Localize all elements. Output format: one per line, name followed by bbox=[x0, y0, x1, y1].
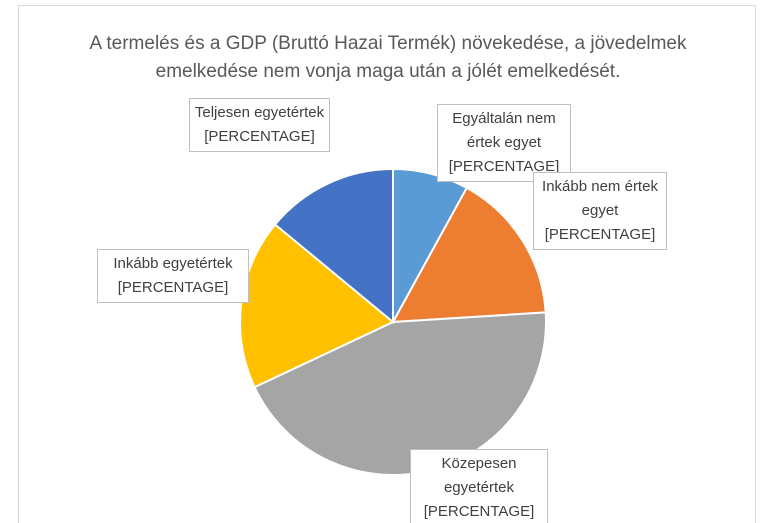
data-label: Teljesen egyetértek [PERCENTAGE] bbox=[189, 98, 330, 152]
category-label: Inkább egyetértek bbox=[113, 255, 233, 272]
category-label: Egyáltalán nem értek egyet bbox=[452, 110, 556, 151]
value-label: [PERCENTAGE] bbox=[448, 158, 560, 175]
data-label: Inkább nem értek egyet [PERCENTAGE] bbox=[533, 172, 667, 250]
category-label: Közepesen egyetértek bbox=[441, 455, 517, 496]
value-label: [PERCENTAGE] bbox=[204, 128, 315, 145]
value-label: [PERCENTAGE] bbox=[544, 226, 656, 243]
category-label: Teljesen egyetértek bbox=[194, 104, 325, 121]
value-label: [PERCENTAGE] bbox=[423, 503, 535, 520]
pie-slice bbox=[273, 167, 394, 325]
value-label: [PERCENTAGE] bbox=[117, 279, 229, 296]
data-label: Inkább egyetértek [PERCENTAGE] bbox=[97, 249, 249, 303]
data-label: Közepesen egyetértek [PERCENTAGE] bbox=[410, 449, 548, 523]
chart-title: A termelés és a GDP (Bruttó Hazai Termék… bbox=[89, 33, 687, 82]
category-label: Inkább nem értek egyet bbox=[542, 178, 658, 219]
pie-slice bbox=[391, 186, 547, 324]
data-label: Egyáltalán nem értek egyet [PERCENTAGE] bbox=[437, 104, 571, 182]
chart-frame bbox=[18, 5, 756, 523]
